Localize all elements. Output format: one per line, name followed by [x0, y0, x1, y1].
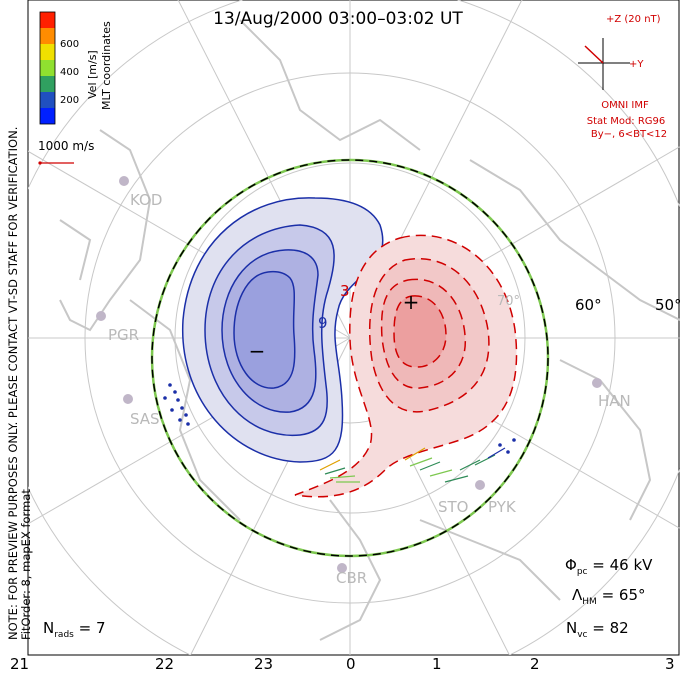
station-han: HAN [598, 392, 631, 410]
colorbar-swatch [40, 76, 55, 92]
mlt-tick-21: 21 [10, 655, 29, 673]
positive-potential-cell [294, 234, 518, 498]
n-vc-readout: Nvc = 82 [566, 619, 629, 640]
velocity-colorbar [39, 11, 56, 125]
fit-order-note: FitOrder: 8, mapEX format [19, 489, 33, 640]
station-pyk: PYK [488, 498, 517, 516]
imf-z-label: +Z (20 nT) [606, 14, 661, 25]
station-cbr: CBR [336, 569, 367, 587]
imf-vector [584, 45, 604, 64]
imf-clock [578, 38, 630, 90]
contour-label-pos: 3 [340, 282, 350, 300]
mlt-tick-23: 23 [254, 655, 273, 673]
colorbar-swatch [40, 60, 55, 76]
imf-y-label: +Y [629, 59, 644, 70]
station-sto: STO [438, 498, 469, 516]
stat-model-condition: By−, 6<BT<12 [591, 129, 667, 140]
colorbar-swatch [40, 12, 55, 28]
colorbar-tick-200: 200 [60, 95, 79, 106]
mlt-tick-1: 1 [432, 655, 442, 673]
negative-potential-cell [182, 197, 384, 463]
n-rads-readout: Nrads = 7 [43, 619, 106, 640]
velocity-vectors [319, 447, 506, 483]
heppner-maynard-boundary-dash [151, 159, 549, 557]
mlt-tick-3: 3 [665, 655, 675, 673]
station-pgr: PGR [108, 326, 139, 344]
coastlines [59, 19, 680, 641]
scale-vector-label: 1000 m/s [38, 139, 94, 153]
lambda-hm-readout: ΛHM = 65° [572, 586, 646, 607]
phi-pc-readout: Φpc = 46 kV [565, 556, 653, 577]
mlt-tick-22: 22 [155, 655, 174, 673]
station-sas: SAS [130, 410, 160, 428]
lat-label-70: 70° [497, 294, 520, 309]
imf-source: OMNI IMF [601, 100, 649, 111]
mlt-tick-2: 2 [530, 655, 540, 673]
colorbar-swatch [40, 44, 55, 60]
mlt-tick-0: 0 [346, 655, 356, 673]
contour-label-neg: 9 [318, 314, 328, 332]
velocity-dots [163, 383, 516, 454]
negative-polarity-marker: − [249, 339, 266, 363]
preview-disclaimer: NOTE: FOR PREVIEW PURPOSES ONLY. PLEASE … [6, 127, 20, 640]
colorbar-swatch [40, 108, 55, 124]
radar-site-markers [96, 176, 602, 573]
colorbar-swatch [40, 92, 55, 108]
colorbar-swatch [40, 28, 55, 44]
colorbar-tick-600: 600 [60, 39, 79, 50]
positive-polarity-marker: + [403, 290, 420, 314]
plot-title: 13/Aug/2000 03:00–03:02 UT [213, 9, 463, 29]
coordinate-system-label: MLT coordinates [100, 21, 113, 110]
colorbar-tick-400: 400 [60, 67, 79, 78]
lat-label-50: 50° [655, 296, 680, 314]
station-kod: KOD [130, 191, 162, 209]
stat-model: Stat Mod: RG96 [587, 116, 666, 127]
colorbar-unit-label: Vel [m/s] [86, 50, 99, 99]
lat-label-60: 60° [575, 296, 602, 314]
